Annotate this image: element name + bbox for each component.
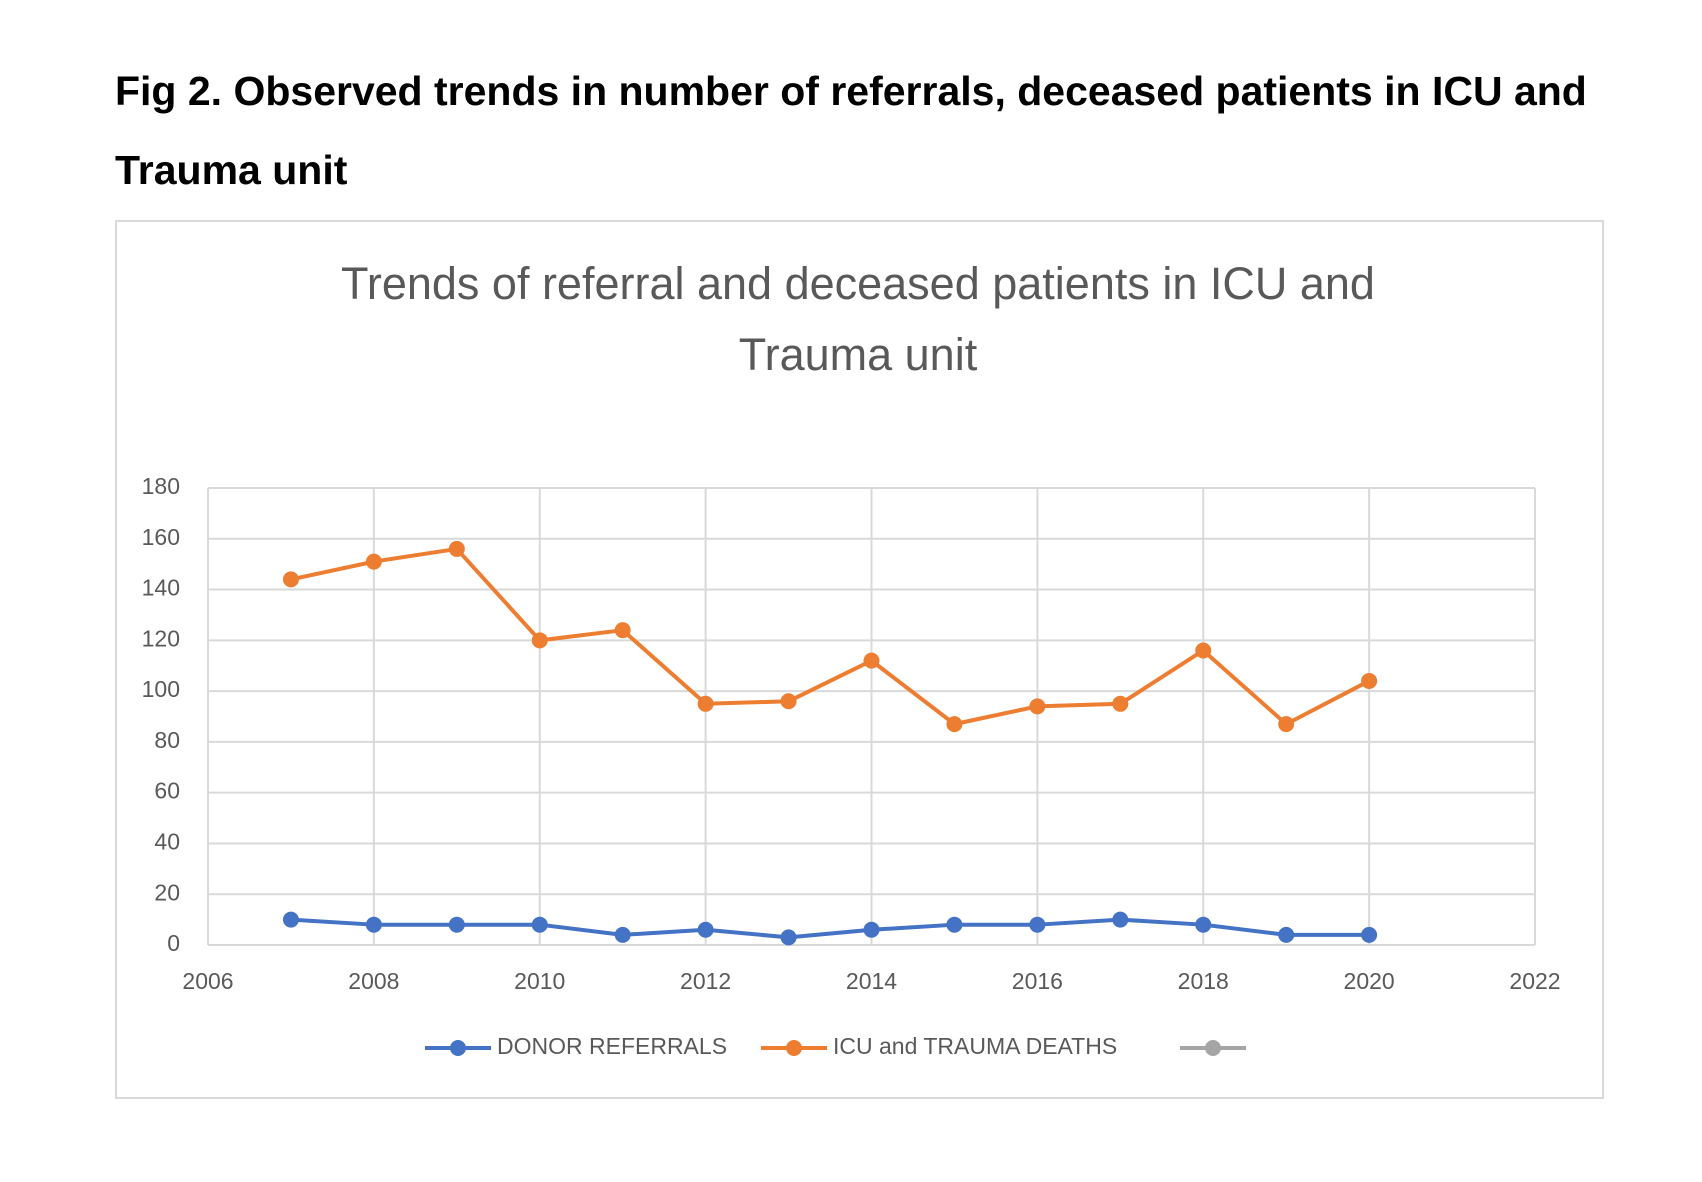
data-point — [1361, 672, 1378, 689]
data-point — [1029, 698, 1046, 715]
legend-label: DONOR REFERRALS — [497, 1033, 727, 1059]
data-point — [614, 622, 631, 639]
x-tick-label: 2020 — [1344, 968, 1395, 994]
legend-marker — [450, 1040, 466, 1056]
data-point — [531, 632, 548, 649]
x-tick-label: 2022 — [1509, 968, 1560, 994]
x-tick-label: 2012 — [680, 968, 731, 994]
y-tick-label: 80 — [154, 727, 180, 753]
x-tick-label: 2018 — [1178, 968, 1229, 994]
data-point — [1361, 926, 1378, 943]
data-point — [531, 916, 548, 933]
data-point — [1278, 926, 1295, 943]
data-point — [863, 921, 880, 938]
y-tick-label: 0 — [167, 930, 180, 956]
x-tick-label: 2016 — [1012, 968, 1063, 994]
data-point — [780, 929, 797, 946]
data-point — [365, 916, 382, 933]
y-tick-label: 100 — [142, 676, 180, 702]
data-point — [946, 916, 963, 933]
data-point — [780, 693, 797, 710]
chart-frame — [115, 220, 1604, 1099]
legend-label: ICU and TRAUMA DEATHS — [833, 1033, 1117, 1059]
data-point — [1029, 916, 1046, 933]
figure-caption: Fig 2. Observed trends in number of refe… — [115, 68, 1587, 193]
data-point — [1195, 916, 1212, 933]
y-tick-label: 180 — [142, 473, 180, 499]
data-point — [1112, 695, 1129, 712]
series-line — [290, 917, 1370, 940]
x-tick-label: 2006 — [182, 968, 233, 994]
y-tick-label: 160 — [142, 524, 180, 550]
data-point — [365, 553, 382, 570]
legend-marker — [1205, 1040, 1221, 1056]
data-point — [697, 921, 714, 938]
legend-marker — [786, 1040, 802, 1056]
chart-title: Trends of referral and deceased patients… — [341, 258, 1375, 380]
y-tick-label: 140 — [142, 575, 180, 601]
data-point — [946, 716, 963, 733]
data-point — [448, 540, 465, 557]
data-point — [1112, 911, 1129, 928]
data-point — [282, 911, 299, 928]
data-point — [1278, 716, 1295, 733]
data-point — [614, 926, 631, 943]
x-tick-label: 2014 — [846, 968, 897, 994]
y-tick-label: 20 — [154, 879, 180, 905]
data-point — [1195, 642, 1212, 659]
y-tick-label: 120 — [142, 625, 180, 651]
y-tick-label: 60 — [154, 778, 180, 804]
x-tick-label: 2010 — [514, 968, 565, 994]
data-point — [448, 916, 465, 933]
data-point — [863, 652, 880, 669]
data-point — [282, 571, 299, 588]
y-tick-label: 40 — [154, 829, 180, 855]
data-point — [697, 695, 714, 712]
series-line — [290, 546, 1371, 727]
x-tick-label: 2008 — [348, 968, 399, 994]
